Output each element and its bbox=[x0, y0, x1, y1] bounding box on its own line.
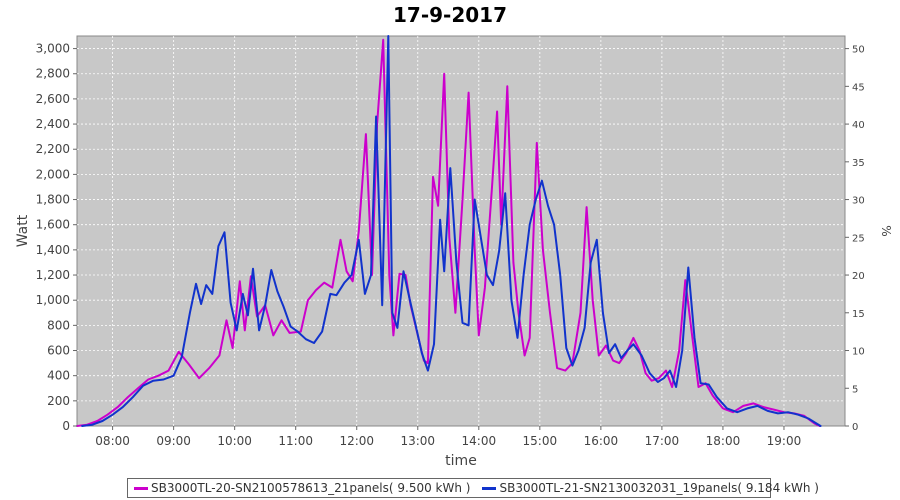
y-tick-label: 3,000 bbox=[36, 42, 70, 56]
y-tick-label: 200 bbox=[47, 394, 70, 408]
x-tick-label: 17:00 bbox=[645, 434, 680, 448]
x-tick-label: 11:00 bbox=[278, 434, 313, 448]
x-tick-label: 15:00 bbox=[523, 434, 558, 448]
axes: 02004006008001,0001,2001,4001,6001,8002,… bbox=[36, 42, 865, 448]
legend-item-inverter-20: SB3000TL-20-SN2100578613_21panels( 9.500… bbox=[134, 481, 470, 495]
series-layer bbox=[76, 35, 822, 427]
y-tick-label: 2,200 bbox=[36, 142, 70, 156]
series-line-2 bbox=[81, 35, 822, 427]
y-tick-label: 1,400 bbox=[36, 243, 70, 257]
legend-swatch-magenta bbox=[134, 486, 148, 490]
y-tick-label: 0 bbox=[62, 419, 70, 433]
x-tick-label: 12:00 bbox=[339, 434, 374, 448]
y-tick-label: 600 bbox=[47, 344, 70, 358]
y2-tick-label: 0 bbox=[852, 422, 858, 433]
y-tick-label: 2,600 bbox=[36, 92, 70, 106]
y2-tick-label: 20 bbox=[852, 271, 865, 282]
x-axis-label: time bbox=[445, 453, 477, 469]
y2-tick-label: 30 bbox=[852, 196, 865, 207]
y-tick-label: 1,000 bbox=[36, 293, 70, 307]
x-tick-label: 09:00 bbox=[156, 434, 191, 448]
y-tick-label: 400 bbox=[47, 369, 70, 383]
y-tick-label: 2,400 bbox=[36, 117, 70, 131]
chart-legend: SB3000TL-20-SN2100578613_21panels( 9.500… bbox=[127, 478, 819, 498]
legend-label: SB3000TL-20-SN2100578613_21panels( 9.500… bbox=[151, 481, 471, 495]
x-tick-label: 08:00 bbox=[95, 434, 130, 448]
y2-tick-label: 10 bbox=[852, 347, 865, 358]
legend-label: SB3000TL-21-SN2130032031_19panels( 9.184… bbox=[499, 481, 819, 495]
chart-title: 17-9-2017 bbox=[393, 3, 507, 27]
y2-tick-label: 40 bbox=[852, 120, 865, 131]
y-tick-label: 1,200 bbox=[36, 268, 70, 282]
y2-tick-label: 50 bbox=[852, 45, 865, 56]
y2-tick-label: 45 bbox=[852, 82, 865, 93]
x-tick-label: 13:00 bbox=[400, 434, 435, 448]
y2-tick-label: 35 bbox=[852, 158, 865, 169]
x-tick-label: 19:00 bbox=[767, 434, 802, 448]
y-tick-label: 1,600 bbox=[36, 218, 70, 232]
y2-axis-label: % bbox=[879, 225, 893, 236]
y-axis-label: Watt bbox=[15, 214, 31, 247]
x-tick-label: 14:00 bbox=[462, 434, 497, 448]
legend-swatch-blue bbox=[482, 486, 497, 490]
y2-tick-label: 25 bbox=[852, 233, 865, 244]
y-tick-label: 2,800 bbox=[36, 67, 70, 81]
y-tick-label: 1,800 bbox=[36, 193, 70, 207]
y2-tick-label: 15 bbox=[852, 309, 865, 320]
x-tick-label: 10:00 bbox=[217, 434, 252, 448]
y2-tick-label: 5 bbox=[852, 384, 858, 395]
legend-item-inverter-21: SB3000TL-21-SN2130032031_19panels( 9.184… bbox=[482, 481, 819, 495]
x-tick-label: 16:00 bbox=[584, 434, 619, 448]
y-tick-label: 800 bbox=[47, 318, 70, 332]
y-tick-label: 2,000 bbox=[36, 167, 70, 181]
x-tick-label: 18:00 bbox=[706, 434, 741, 448]
